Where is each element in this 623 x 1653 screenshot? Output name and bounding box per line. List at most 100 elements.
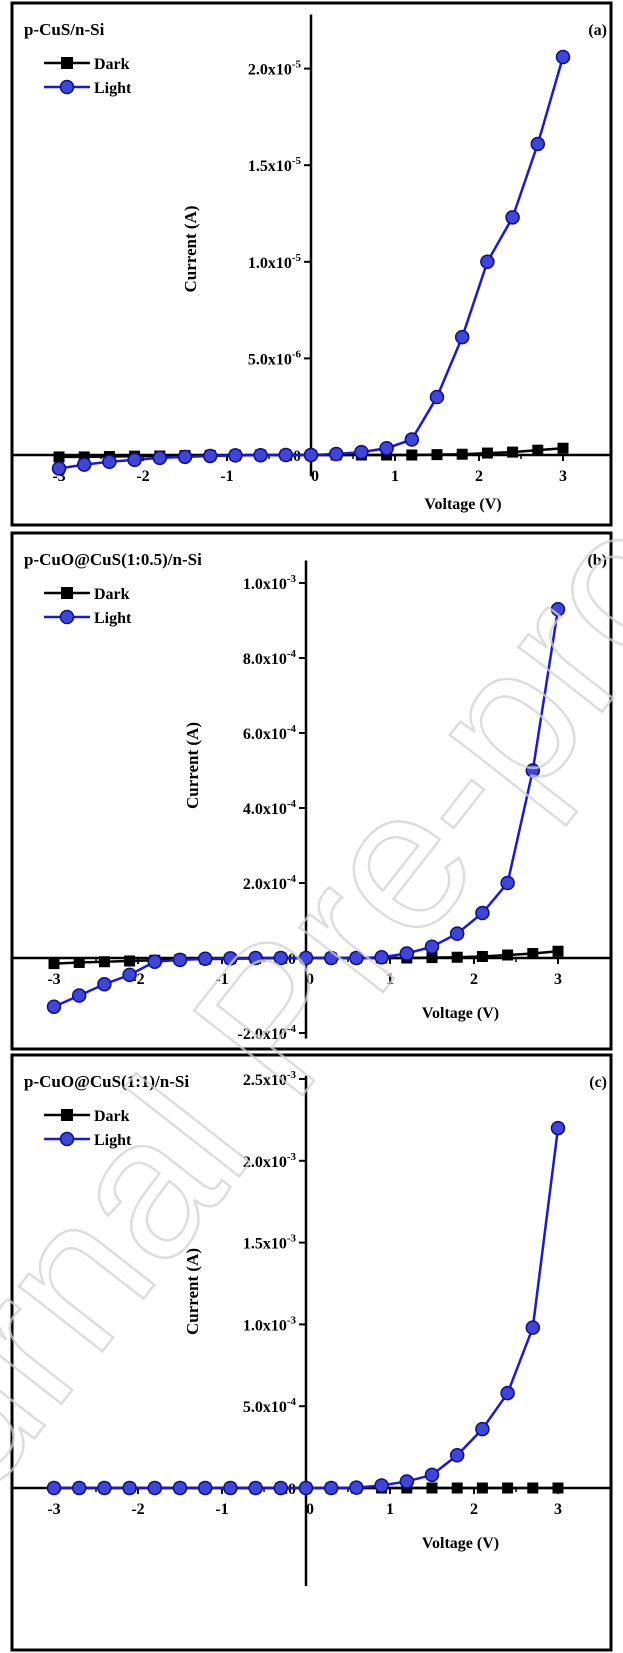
data-point-dark [451, 1482, 463, 1494]
data-point-light [76, 457, 92, 472]
x-tick-label: -3 [47, 1501, 60, 1518]
data-point-light [374, 950, 389, 965]
data-point-light [399, 946, 415, 961]
chart-panel-c: -3-2-101230.05.0x10-41.0x10-31.5x10-32.0… [10, 1053, 613, 1652]
y-tick-exponent: -5 [292, 252, 302, 264]
y-tick-mantissa: 5.0x10 [243, 1399, 287, 1416]
x-axis-label: Voltage (V) [422, 1005, 499, 1022]
data-point-light [550, 1120, 566, 1136]
data-point-light [51, 461, 67, 476]
data-point-dark [527, 1482, 539, 1494]
data-point-dark [78, 451, 90, 463]
y-tick-exponent: -5 [292, 59, 302, 71]
x-tick-label: 3 [554, 1501, 562, 1518]
y-tick-label: 5.0x10-6 [248, 348, 302, 368]
x-tick-label: 1 [391, 468, 399, 485]
legend-marker-light [59, 79, 75, 95]
data-point-light [449, 926, 465, 941]
data-point-light [323, 1480, 339, 1496]
chart-panel-b: -3-2-10123-2.0x10-40.02.0x10-44.0x10-46.… [10, 531, 613, 1051]
chart-panel-a: -3-2-101230.05.0x10-61.0x10-51.5x10-52.0… [10, 1, 613, 527]
y-tick-mantissa: 2.0x10 [248, 62, 292, 79]
legend-marker-light [59, 1131, 75, 1147]
data-point-light [122, 967, 137, 983]
x-tick-label: 1 [386, 1501, 394, 1518]
panel-frame [10, 1, 613, 527]
sample-label: p-CuO@CuS(1:0.5)/n-Si [24, 550, 202, 569]
y-tick-label: 1.5x10-3 [243, 1233, 297, 1253]
x-tick-label: -2 [131, 1501, 144, 1518]
data-point-dark [426, 952, 438, 964]
data-point-light [349, 1480, 364, 1495]
y-tick-mantissa: 1.0x10 [243, 1317, 287, 1334]
data-point-light [71, 988, 87, 1003]
data-point-dark [431, 449, 443, 461]
data-point-light [500, 875, 515, 891]
data-point-light [424, 1467, 440, 1483]
y-axis-label: Current (A) [181, 205, 200, 292]
data-point-light [454, 329, 470, 345]
data-point-light [248, 1480, 263, 1496]
y-tick-mantissa: 5.0x10 [248, 351, 292, 368]
data-point-dark [426, 1482, 438, 1494]
legend-label-light: Light [94, 610, 132, 627]
y-tick-label: 1.0x10-3 [243, 1314, 297, 1334]
data-point-dark [552, 1482, 564, 1494]
y-tick-exponent: -3 [287, 1151, 297, 1163]
data-point-light [197, 951, 213, 966]
x-tick-label: -1 [215, 971, 228, 988]
y-axis-label: Current (A) [183, 722, 202, 809]
y-tick-exponent: -4 [287, 723, 297, 735]
data-point-light [71, 1480, 87, 1496]
y-tick-mantissa: 1.5x10 [248, 158, 292, 175]
x-tick-label: 0 [311, 468, 319, 485]
data-point-dark [476, 1482, 488, 1494]
legend-label-dark: Dark [94, 586, 130, 603]
x-tick-label: 3 [559, 468, 567, 485]
y-tick-label: 1.0x10-3 [243, 573, 297, 593]
data-point-light [172, 952, 188, 968]
data-point-light [354, 444, 369, 460]
legend-marker-dark [61, 57, 73, 69]
y-tick-label: 2.0x10-3 [243, 1151, 297, 1171]
watermark-text: Journal Pre-proof [0, 340, 623, 1653]
y-tick-exponent: -3 [287, 573, 297, 585]
data-point-light [298, 950, 314, 966]
y-axis-label: Current (A) [183, 1248, 202, 1335]
y-tick-exponent: -6 [292, 348, 302, 360]
data-point-light [328, 446, 344, 462]
data-point-light [177, 449, 193, 465]
data-point-light [399, 1474, 415, 1489]
data-point-light [475, 905, 490, 921]
data-point-light [46, 999, 62, 1014]
y-tick-label: 2.5x10-3 [243, 1069, 297, 1089]
data-point-light [505, 210, 520, 225]
data-point-light [172, 1480, 188, 1496]
x-tick-label: -3 [47, 971, 60, 988]
y-tick-mantissa: 2.5x10 [243, 1072, 287, 1089]
x-tick-label: -2 [136, 468, 149, 485]
y-tick-exponent: -4 [287, 1023, 297, 1035]
x-tick-label: 0 [306, 971, 314, 988]
y-tick-exponent: -4 [287, 1396, 297, 1408]
data-point-dark [98, 956, 110, 968]
data-point-dark [481, 447, 493, 459]
data-point-light [97, 1480, 112, 1496]
data-point-light [550, 602, 566, 617]
data-point-light [374, 1478, 389, 1493]
y-tick-exponent: -3 [287, 1233, 297, 1245]
y-tick-mantissa: 1.0x10 [248, 255, 292, 272]
data-point-light [530, 136, 546, 152]
panel-label: (c) [589, 1074, 607, 1091]
data-point-light [273, 950, 289, 966]
data-point-dark [451, 951, 463, 963]
data-point-light [197, 1480, 213, 1496]
legend-marker-dark [61, 587, 73, 599]
data-point-dark [532, 444, 544, 456]
data-point-dark [476, 951, 488, 962]
x-tick-label: 2 [475, 468, 483, 485]
y-tick-exponent: -4 [287, 798, 297, 810]
y-tick-mantissa: 6.0x10 [243, 726, 287, 743]
data-point-light [253, 447, 268, 463]
